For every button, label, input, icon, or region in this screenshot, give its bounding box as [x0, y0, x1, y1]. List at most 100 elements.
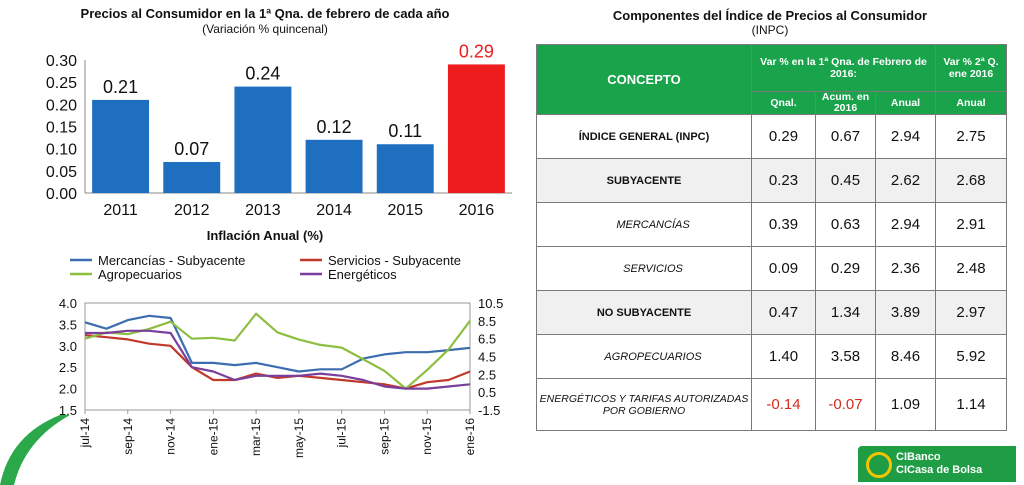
- cell-anual-ene: 2.75: [935, 114, 1007, 159]
- bar-y-tick-label: 0.15: [46, 120, 77, 137]
- row-label: ÍNDICE GENERAL (INPC): [536, 114, 752, 159]
- line-chart: Mercancías - Subyacente Servicios - Subya…: [59, 253, 503, 458]
- cell-qnal: 0.29: [751, 114, 816, 159]
- bar: [376, 144, 434, 193]
- bar-x-tick-label: 2012: [174, 202, 210, 219]
- bar: [234, 86, 292, 193]
- bar-y-tick-label: 0.20: [46, 97, 77, 114]
- cell-acum: 1.34: [815, 290, 876, 335]
- bar-value-label: 0.12: [317, 117, 352, 137]
- cell-anual: 2.94: [875, 114, 936, 159]
- x-tick-label: sep-15: [377, 418, 391, 455]
- table-row: ÍNDICE GENERAL (INPC) 0.29 0.67 2.94 2.7…: [536, 114, 1007, 159]
- cell-anual-ene: 2.48: [935, 246, 1007, 291]
- cell-acum: 0.45: [815, 158, 876, 203]
- right-y-tick-label: 8.5: [478, 314, 496, 329]
- cibanco-logo-text: CIBanco CICasa de Bolsa: [896, 451, 983, 476]
- bar-value-label: 0.07: [174, 139, 209, 159]
- cell-anual-ene: 2.91: [935, 202, 1007, 247]
- row-label: MERCANCÍAS: [536, 202, 752, 247]
- left-y-tick-label: 3.5: [59, 317, 77, 332]
- cell-qnal: 0.47: [751, 290, 816, 335]
- row-label: AGROPECUARIOS: [536, 334, 752, 379]
- cell-anual-ene: 2.97: [935, 290, 1007, 335]
- bar-chart: 0.00 0.05 0.10 0.15 0.20 0.25 0.30 0.21 2011 0.07…: [46, 41, 512, 219]
- table-row: NO SUBYACENTE 0.47 1.34 3.89 2.97: [536, 290, 1007, 335]
- cell-qnal: 0.39: [751, 202, 816, 247]
- bar: [92, 99, 150, 193]
- cell-anual: 1.09: [875, 378, 936, 431]
- table-row: AGROPECUARIOS 1.40 3.58 8.46 5.92: [536, 334, 1007, 379]
- cell-anual: 8.46: [875, 334, 936, 379]
- right-y-tick-label: 4.5: [478, 350, 496, 365]
- cell-acum: 0.29: [815, 246, 876, 291]
- cell-anual-ene: 2.68: [935, 158, 1007, 203]
- x-tick-label: mar-15: [249, 418, 263, 456]
- right-y-tick-label: 6.5: [478, 332, 496, 347]
- cell-qnal: 0.09: [751, 246, 816, 291]
- cell-qnal: 0.23: [751, 158, 816, 203]
- header-anual: Anual: [875, 91, 936, 115]
- row-label: ENERGÉTICOS Y TARIFAS AUTORIZADAS POR GO…: [536, 378, 752, 431]
- bar: [305, 139, 363, 193]
- x-tick-label: ene-15: [206, 418, 220, 456]
- cell-anual: 2.62: [875, 158, 936, 203]
- line-plot-frame: [84, 302, 471, 411]
- inpc-table: CONCEPTO Var % en la 1ª Qna. de Febrero …: [536, 44, 1007, 431]
- bar-value-label: 0.11: [388, 121, 422, 141]
- bar-chart-subtitle: (Variación % quincenal): [202, 22, 328, 36]
- cell-anual-ene: 1.14: [935, 378, 1007, 431]
- left-y-tick-label: 3.0: [59, 339, 77, 354]
- cell-anual: 3.89: [875, 290, 936, 335]
- right-y-tick-label: 10.5: [478, 296, 503, 311]
- bar-y-tick-label: 0.25: [46, 75, 77, 92]
- bar-x-tick-label: 2011: [103, 202, 138, 219]
- series-line: [84, 314, 471, 373]
- table-row: SERVICIOS 0.09 0.29 2.36 2.48: [536, 246, 1007, 291]
- legend-label: Mercancías - Subyacente: [98, 253, 245, 268]
- bar-x-tick-label: 2016: [459, 202, 495, 219]
- table-row: SUBYACENTE 0.23 0.45 2.62 2.68: [536, 158, 1007, 203]
- bar-x-tick-label: 2014: [316, 202, 352, 219]
- right-y-tick-label: -1.5: [478, 403, 500, 418]
- x-tick-label: jul-14: [78, 418, 92, 449]
- row-label: NO SUBYACENTE: [536, 290, 752, 335]
- table-row: MERCANCÍAS 0.39 0.63 2.94 2.91: [536, 202, 1007, 247]
- x-tick-label: ene-16: [463, 418, 477, 456]
- legend-label: Energéticos: [328, 267, 397, 282]
- cell-acum: -0.07: [815, 378, 876, 431]
- left-y-tick-label: 1.5: [59, 403, 77, 418]
- table-row: ENERGÉTICOS Y TARIFAS AUTORIZADAS POR GO…: [536, 378, 1007, 431]
- bar-y-tick-label: 0.10: [46, 142, 77, 159]
- line-chart-title: Inflación Anual (%): [206, 228, 324, 243]
- bar-value-label: 0.24: [245, 64, 280, 84]
- cell-acum: 0.67: [815, 114, 876, 159]
- cell-anual: 2.36: [875, 246, 936, 291]
- table-title: Componentes del Índice de Precios al Con…: [612, 8, 928, 23]
- cell-acum: 0.63: [815, 202, 876, 247]
- left-y-tick-label: 2.5: [59, 360, 77, 375]
- bar-y-tick-label: 0.05: [46, 164, 77, 181]
- cell-qnal: -0.14: [751, 378, 816, 431]
- bar-x-tick-label: 2015: [387, 202, 423, 219]
- right-y-tick-label: 0.5: [478, 385, 496, 400]
- header-group-ene: Var % 2ª Q. ene 2016: [935, 44, 1007, 92]
- left-y-tick-label: 2.0: [59, 382, 77, 397]
- bar: [447, 64, 505, 193]
- header-group-qna: Var % en la 1ª Qna. de Febrero de 2016:: [751, 44, 936, 92]
- legend-label: Agropecuarios: [98, 267, 182, 282]
- bar-value-label: 0.29: [459, 41, 494, 61]
- header-concepto: CONCEPTO: [536, 44, 752, 115]
- header-qnal: Qnal.: [751, 91, 816, 115]
- cell-anual: 2.94: [875, 202, 936, 247]
- series-line: [85, 329, 471, 390]
- left-y-tick-label: 4.0: [59, 296, 77, 311]
- bar-y-tick-label: 0.00: [46, 186, 77, 203]
- cell-qnal: 1.40: [751, 334, 816, 379]
- right-y-tick-label: 2.5: [478, 367, 496, 382]
- row-label: SERVICIOS: [536, 246, 752, 291]
- x-tick-label: nov-15: [420, 418, 434, 455]
- legend-label: Servicios - Subyacente: [328, 253, 461, 268]
- x-tick-label: nov-14: [164, 418, 178, 455]
- header-anual-ene: Anual: [935, 91, 1007, 115]
